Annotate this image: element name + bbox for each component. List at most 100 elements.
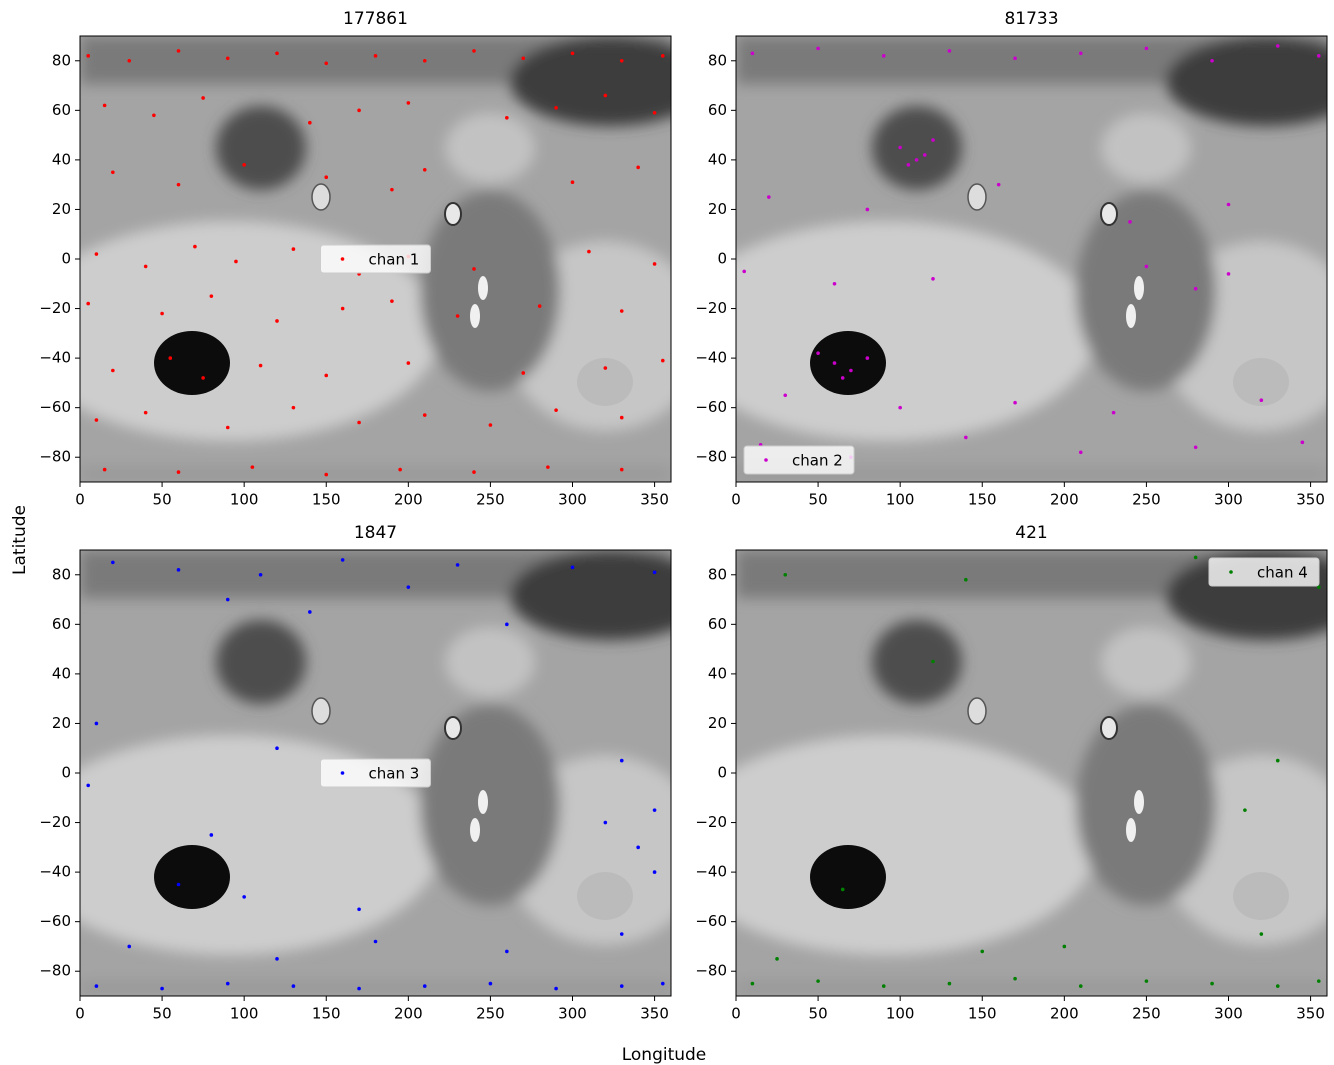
scatter-point — [898, 145, 902, 150]
y-tick-label: 60 — [52, 615, 71, 633]
scatter-point — [783, 572, 788, 577]
scatter-point — [168, 356, 173, 360]
scatter-point — [1144, 979, 1149, 983]
scatter-point — [1210, 981, 1214, 986]
scatter-point — [1193, 555, 1198, 560]
x-tick-label: 0 — [731, 491, 741, 509]
scatter-point — [1013, 400, 1017, 405]
scatter-point — [931, 659, 935, 664]
scatter-point — [636, 845, 640, 850]
scatter-point — [537, 304, 542, 308]
y-tick-label: 0 — [717, 764, 727, 782]
y-tick-label: −80 — [39, 448, 71, 466]
scatter-point — [505, 115, 509, 120]
scatter-point — [176, 568, 181, 572]
y-tick-label: 80 — [52, 565, 71, 583]
scatter-point — [160, 311, 164, 316]
scatter-point — [225, 981, 230, 986]
scatter-point — [750, 981, 755, 986]
scatter-point — [603, 93, 608, 98]
legend-label: chan 3 — [369, 765, 420, 783]
scatter-point — [275, 51, 279, 56]
scatter-point — [275, 746, 279, 751]
scatter-point — [931, 138, 935, 142]
y-tick-label: 40 — [708, 150, 727, 168]
scatter-point — [1275, 984, 1280, 988]
scatter-point — [94, 252, 99, 256]
scatter-point — [373, 54, 378, 58]
scatter-point — [86, 783, 91, 788]
scatter-point — [554, 408, 558, 412]
scatter-point — [1210, 58, 1214, 63]
axes-frame — [79, 35, 672, 483]
scatter-point — [209, 833, 214, 837]
legend-box — [743, 445, 855, 475]
y-tick-label: 80 — [708, 565, 727, 583]
y-tick-label: 60 — [708, 615, 727, 633]
scatter-point — [94, 721, 99, 726]
y-tick-label: 40 — [708, 664, 727, 682]
scatter-point — [250, 465, 255, 469]
legend-box — [1208, 557, 1320, 587]
x-tick-label: 200 — [394, 491, 423, 509]
scatter-point — [603, 366, 608, 370]
scatter-point — [832, 361, 837, 365]
x-tick-label: 150 — [968, 491, 997, 509]
scatter-point — [86, 301, 91, 306]
scatter-point — [94, 984, 99, 988]
scatter-point — [258, 363, 263, 368]
y-tick-label: −60 — [695, 912, 727, 930]
scatter-point — [111, 560, 115, 565]
scatter-point — [906, 163, 911, 167]
y-tick-label: −60 — [39, 398, 71, 416]
scatter-point — [127, 58, 132, 63]
scatter-point — [1193, 445, 1198, 450]
x-tick-label: 100 — [230, 491, 259, 509]
scatter-point — [455, 314, 460, 318]
scatter-point — [505, 622, 509, 627]
scatter-point — [660, 358, 665, 363]
y-tick-label: 60 — [52, 101, 71, 119]
scatter-point — [406, 361, 411, 365]
x-tick-label: 50 — [809, 1005, 828, 1023]
scatter-point — [980, 949, 985, 954]
scatter-point — [406, 585, 411, 589]
scatter-point — [201, 376, 205, 380]
scatter-point — [152, 113, 156, 118]
x-tick-label: 250 — [1132, 1005, 1161, 1023]
x-tick-label: 0 — [75, 491, 85, 509]
scatter-point — [94, 418, 99, 422]
scatter-point — [357, 907, 361, 912]
scatter-point — [291, 984, 296, 988]
scatter-point — [143, 410, 148, 415]
map-background — [676, 36, 1334, 482]
scatter-point — [1275, 44, 1280, 48]
scatter-point — [1013, 976, 1017, 981]
scatter-point — [898, 405, 902, 410]
axes-frame — [79, 549, 672, 997]
scatter-point — [324, 472, 329, 477]
scatter-point — [488, 423, 493, 427]
scatter-point — [996, 182, 1001, 187]
scatter-point — [636, 165, 640, 170]
x-tick-label: 50 — [153, 491, 172, 509]
scatter-point — [505, 949, 509, 954]
scatter-point — [291, 405, 296, 410]
scatter-point — [652, 111, 657, 115]
scatter-point — [225, 56, 230, 61]
scatter-point — [324, 61, 329, 66]
scatter-point — [865, 207, 870, 212]
scatter-point — [176, 470, 181, 474]
x-tick-label: 150 — [312, 491, 341, 509]
scatter-point — [340, 306, 345, 311]
legend-marker — [340, 771, 345, 775]
y-tick-label: 0 — [717, 250, 727, 268]
scatter-point — [176, 882, 181, 887]
scatter-point — [357, 420, 361, 425]
y-tick-label: 0 — [61, 764, 71, 782]
scatter-point — [225, 425, 230, 430]
scatter-point — [160, 986, 164, 991]
y-tick-label: −20 — [695, 813, 727, 831]
x-tick-label: 300 — [1214, 491, 1243, 509]
